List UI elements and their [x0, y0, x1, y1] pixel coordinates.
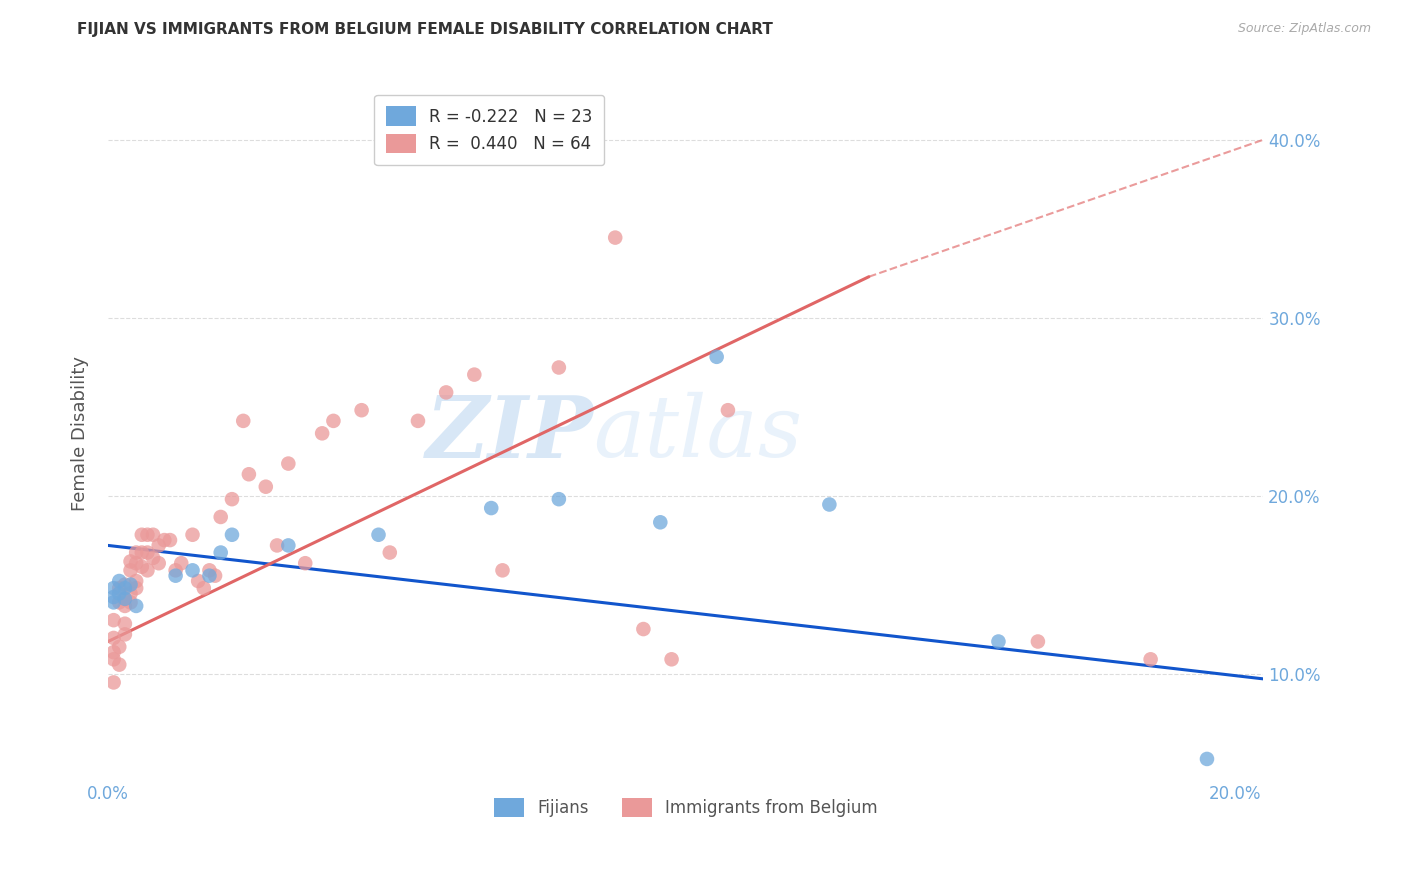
- Point: [103, 645, 125, 659]
- Point: [547, 492, 569, 507]
- Point: [125, 556, 148, 570]
- Point: [103, 581, 125, 595]
- Point: [114, 581, 136, 595]
- Point: [114, 591, 136, 606]
- Point: [406, 414, 429, 428]
- Point: [165, 568, 187, 582]
- Legend: Fijians, Immigrants from Belgium: Fijians, Immigrants from Belgium: [486, 791, 884, 824]
- Point: [125, 581, 148, 595]
- Point: [294, 556, 316, 570]
- Point: [120, 563, 142, 577]
- Point: [221, 527, 243, 541]
- Point: [142, 527, 165, 541]
- Point: [209, 545, 232, 559]
- Point: [209, 510, 232, 524]
- Point: [463, 368, 485, 382]
- Point: [103, 631, 125, 645]
- Point: [367, 527, 389, 541]
- Point: [103, 595, 125, 609]
- Point: [148, 538, 170, 552]
- Point: [125, 545, 148, 559]
- Point: [103, 652, 125, 666]
- Point: [204, 568, 226, 582]
- Point: [165, 563, 187, 577]
- Point: [547, 360, 569, 375]
- Point: [125, 574, 148, 588]
- Point: [706, 350, 728, 364]
- Point: [254, 480, 277, 494]
- Point: [1026, 634, 1049, 648]
- Y-axis label: Female Disability: Female Disability: [72, 356, 89, 511]
- Point: [378, 545, 401, 559]
- Point: [120, 577, 142, 591]
- Point: [148, 556, 170, 570]
- Point: [125, 599, 148, 613]
- Point: [277, 538, 299, 552]
- Point: [650, 516, 672, 530]
- Point: [818, 498, 841, 512]
- Point: [1139, 652, 1161, 666]
- Point: [103, 613, 125, 627]
- Point: [198, 568, 221, 582]
- Point: [108, 657, 131, 672]
- Text: atlas: atlas: [593, 392, 803, 475]
- Point: [108, 586, 131, 600]
- Point: [114, 577, 136, 591]
- Point: [131, 545, 153, 559]
- Point: [170, 556, 193, 570]
- Point: [114, 627, 136, 641]
- Point: [120, 595, 142, 609]
- Point: [108, 595, 131, 609]
- Point: [114, 599, 136, 613]
- Point: [1195, 752, 1218, 766]
- Point: [605, 230, 627, 244]
- Text: FIJIAN VS IMMIGRANTS FROM BELGIUM FEMALE DISABILITY CORRELATION CHART: FIJIAN VS IMMIGRANTS FROM BELGIUM FEMALE…: [77, 22, 773, 37]
- Point: [103, 590, 125, 604]
- Point: [136, 545, 159, 559]
- Point: [232, 414, 254, 428]
- Point: [108, 640, 131, 654]
- Point: [987, 634, 1010, 648]
- Point: [238, 467, 260, 482]
- Point: [491, 563, 513, 577]
- Point: [221, 492, 243, 507]
- Point: [136, 563, 159, 577]
- Point: [108, 574, 131, 588]
- Point: [181, 563, 204, 577]
- Point: [198, 563, 221, 577]
- Point: [181, 527, 204, 541]
- Point: [266, 538, 288, 552]
- Point: [311, 426, 333, 441]
- Point: [120, 554, 142, 568]
- Point: [114, 616, 136, 631]
- Point: [159, 533, 181, 547]
- Point: [633, 622, 655, 636]
- Point: [120, 586, 142, 600]
- Text: Source: ZipAtlas.com: Source: ZipAtlas.com: [1237, 22, 1371, 36]
- Point: [142, 550, 165, 565]
- Point: [661, 652, 683, 666]
- Point: [153, 533, 176, 547]
- Point: [108, 581, 131, 595]
- Point: [131, 559, 153, 574]
- Point: [350, 403, 373, 417]
- Point: [103, 675, 125, 690]
- Point: [434, 385, 457, 400]
- Point: [193, 581, 215, 595]
- Point: [136, 527, 159, 541]
- Point: [187, 574, 209, 588]
- Point: [479, 501, 502, 516]
- Point: [322, 414, 344, 428]
- Point: [277, 457, 299, 471]
- Point: [114, 591, 136, 606]
- Point: [131, 527, 153, 541]
- Point: [717, 403, 740, 417]
- Text: ZIP: ZIP: [426, 392, 593, 475]
